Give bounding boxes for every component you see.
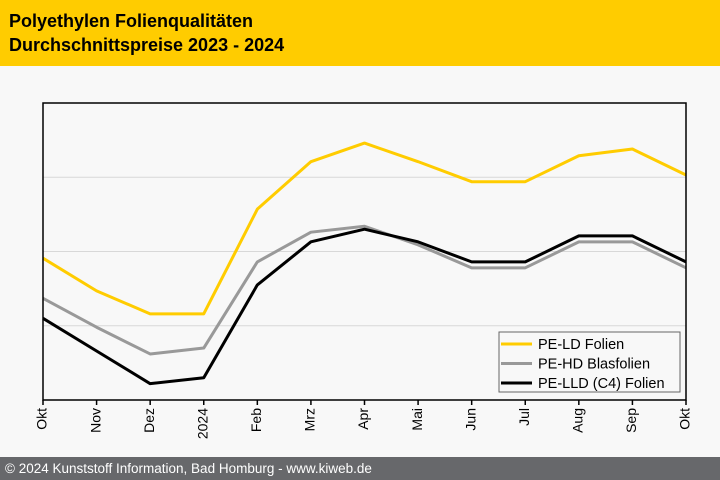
x-tick-label: Apr (355, 408, 371, 430)
x-tick-label: Sep (623, 408, 639, 433)
series-line-0 (42, 141, 687, 316)
x-tick-label: Okt (677, 408, 693, 430)
header-banner: Polyethylen Folienqualitäten Durchschnit… (0, 0, 720, 66)
x-tick-label: Okt (34, 408, 50, 430)
x-tick-label: Aug (570, 408, 586, 433)
chart-subtitle: Durchschnittspreise 2023 - 2024 (9, 35, 285, 55)
x-tick-label: Jun (462, 408, 478, 431)
legend-label-2: PE-LLD (C4) Folien (538, 376, 665, 392)
x-tick-label: Jul (516, 408, 532, 426)
x-tick-label: Mai (409, 408, 425, 431)
x-tick-label: Mrz (302, 408, 318, 431)
legend-label-1: PE-HD Blasfolien (538, 357, 650, 373)
series-line-1 (42, 224, 687, 356)
footer-copyright: © 2024 Kunststoff Information, Bad Hombu… (0, 457, 720, 480)
x-tick-label: Dez (141, 408, 157, 433)
x-tick-label: 2024 (194, 408, 210, 439)
series-line-2 (42, 227, 687, 386)
line-chart: Okt Nov Dez 2024 Feb Mrz Apr Mai Jun Jul Aug Sep Okt… (34, 102, 693, 439)
x-tick-label: Feb (248, 408, 264, 432)
x-tick-label: Nov (87, 408, 103, 433)
legend-label-0: PE-LD Folien (538, 337, 624, 353)
chart-title: Polyethylen Folienqualitäten (9, 11, 254, 31)
